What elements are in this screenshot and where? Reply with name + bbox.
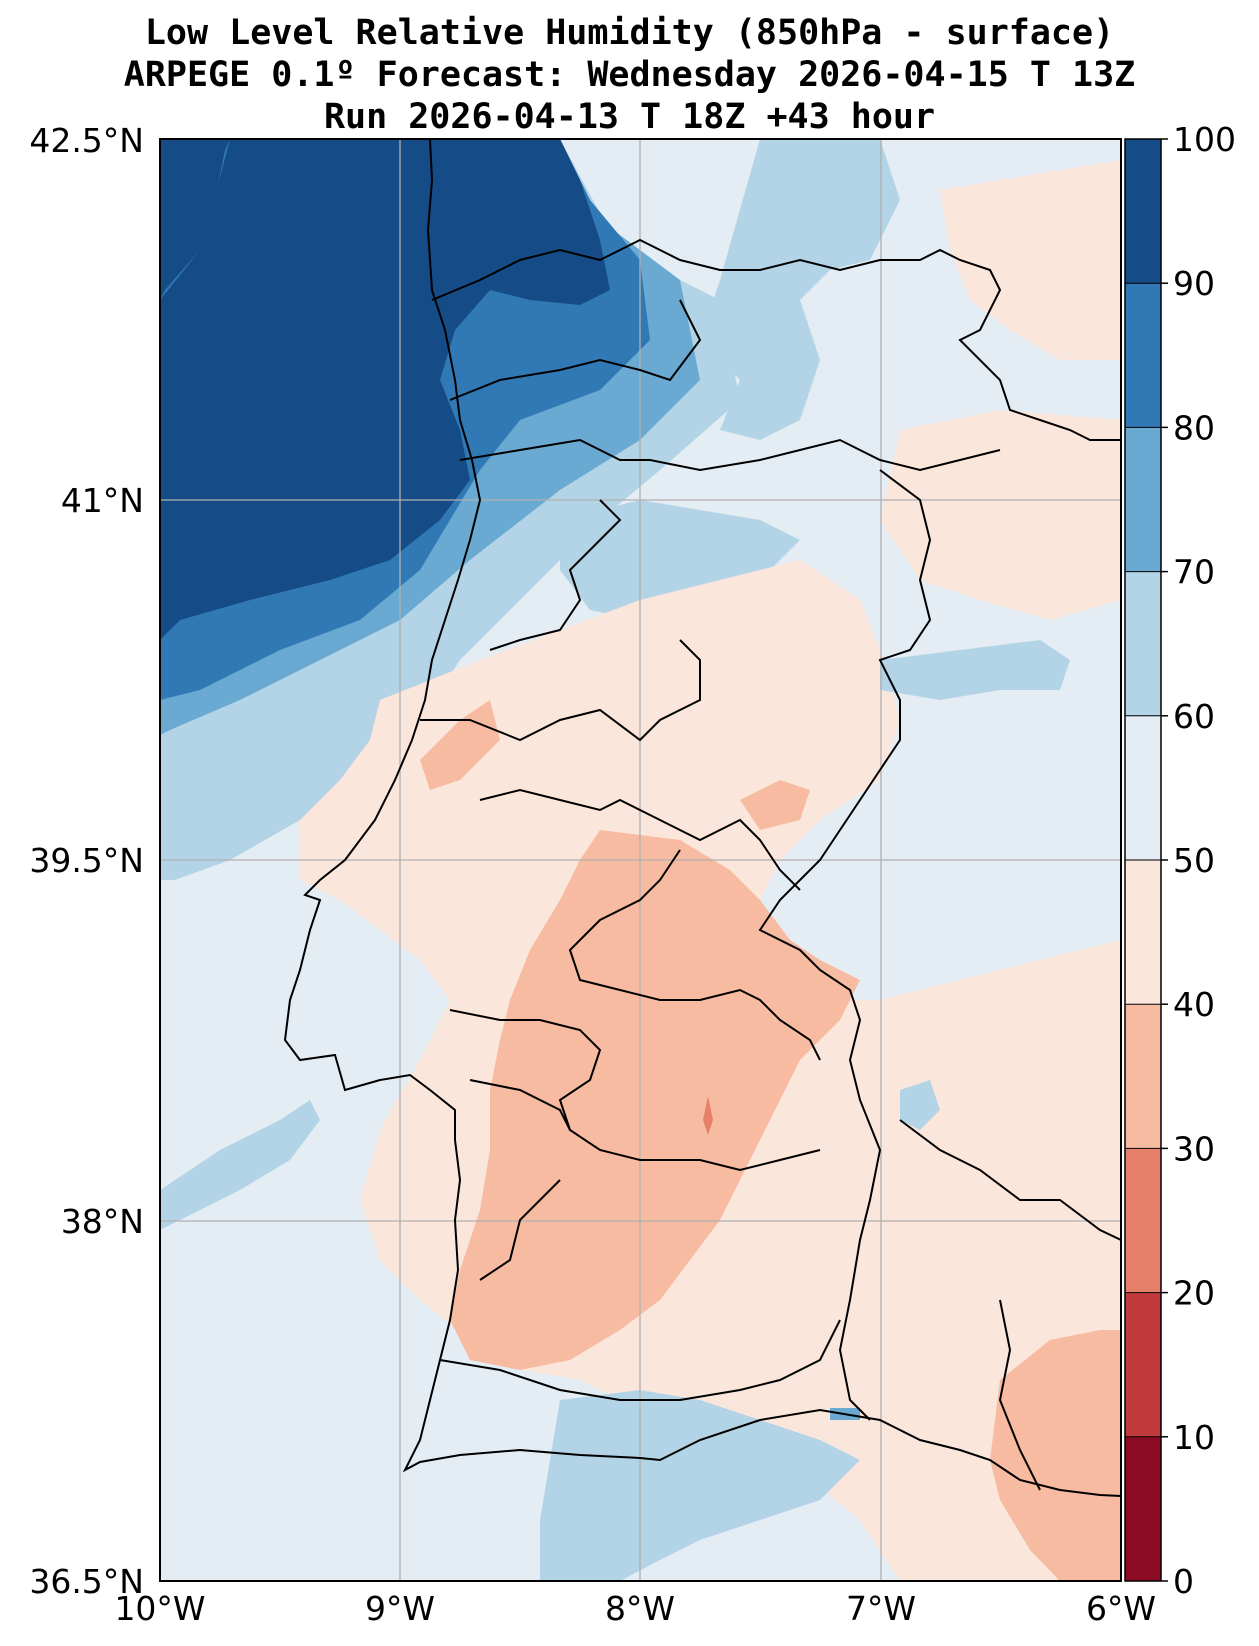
title-line-3: Run 2026-04-13 T 18Z +43 hour — [323, 97, 936, 137]
colorbar-label: 10 — [1173, 1418, 1215, 1457]
lon-label: 6°W — [1086, 1589, 1156, 1628]
field-band-30-40-mid — [740, 780, 810, 830]
spain-portugal-border — [431, 238, 1121, 441]
district-border-9 — [479, 1179, 561, 1281]
lon-label: 9°W — [365, 1589, 435, 1628]
colorbar-segment — [1125, 283, 1161, 428]
latitude-labels: 42.5°N 41°N 39.5°N 38°N 36.5°N — [29, 121, 144, 1601]
district-border-4 — [420, 639, 701, 742]
colorbar-segment — [1125, 427, 1161, 573]
field-band-90-100-west — [160, 139, 230, 300]
map-frame — [159, 138, 1122, 1582]
field-band-60-70-east — [560, 500, 800, 620]
field-band-20-30-speck — [703, 1096, 713, 1135]
field-band-40-50-east — [880, 410, 1121, 620]
colorbar-label: 90 — [1173, 264, 1215, 303]
district-border-2 — [459, 438, 1001, 472]
colorbar-label: 30 — [1173, 1129, 1215, 1168]
field-band-60-70-north — [700, 139, 900, 440]
district-border-10 — [439, 1319, 841, 1401]
lat-label: 38°N — [61, 1202, 144, 1241]
portugal-east-border — [758, 469, 932, 1421]
colorbar-label: 70 — [1173, 553, 1215, 592]
field-band-60-70-east-strip — [880, 640, 1070, 700]
lon-label: 7°W — [846, 1589, 916, 1628]
colorbar-label: 20 — [1173, 1274, 1215, 1313]
lat-label: 42.5°N — [29, 121, 144, 160]
field-band-30-40-ribbon — [420, 700, 500, 790]
field-band-60-70-southwest — [160, 1100, 320, 1230]
colorbar-label: 50 — [1173, 841, 1215, 880]
field-band-90-100-main — [160, 139, 610, 640]
field-band-40-50-northeast — [940, 160, 1121, 360]
colorbar-segment — [1125, 571, 1161, 717]
district-border-12 — [998, 1299, 1041, 1491]
lon-label: 10°W — [114, 1589, 205, 1628]
lat-label: 36.5°N — [29, 1562, 144, 1601]
lon-label: 8°W — [605, 1589, 675, 1628]
district-border-11 — [899, 1119, 1121, 1241]
graticule — [160, 139, 1121, 1581]
colorbar-label: 60 — [1173, 697, 1215, 736]
field-band-30-40-interior — [450, 830, 860, 1370]
colorbar-label: 0 — [1173, 1562, 1194, 1601]
district-border-6 — [568, 849, 821, 1061]
lat-label: 39.5°N — [29, 841, 144, 880]
colorbar: 0 10 20 30 40 50 60 70 80 90 100 — [1124, 120, 1236, 1601]
colorbar-segment — [1125, 860, 1161, 1005]
colorbar-segment — [1125, 1004, 1161, 1149]
district-border-1 — [449, 299, 702, 401]
lat-label: 41°N — [61, 481, 144, 520]
longitude-labels: 10°W 9°W 8°W 7°W 6°W — [114, 1589, 1156, 1628]
colorbar-segment — [1125, 1292, 1161, 1438]
colorbar-segment — [1125, 139, 1161, 284]
field-band-60-70-pocket — [900, 1080, 940, 1130]
colorbar-label: 80 — [1173, 408, 1215, 447]
district-border-3 — [489, 499, 622, 651]
coastline — [283, 139, 1121, 1497]
field-band-30-40-southeast — [990, 1330, 1121, 1581]
title-line-1: Low Level Relative Humidity (850hPa - su… — [144, 13, 1115, 53]
colorbar-segment — [1125, 1148, 1161, 1294]
colorbar-label: 40 — [1173, 985, 1215, 1024]
field-band-60-70-south — [540, 1390, 860, 1581]
district-border-8 — [469, 1079, 571, 1131]
colorbar-segment — [1125, 715, 1161, 861]
colorbar-label: 100 — [1173, 120, 1236, 159]
colorbar-segment — [1125, 1436, 1161, 1582]
title-line-2: ARPEGE 0.1º Forecast: Wednesday 2026-04-… — [123, 55, 1136, 95]
district-border-5 — [479, 788, 801, 891]
district-border-7 — [449, 1009, 821, 1172]
